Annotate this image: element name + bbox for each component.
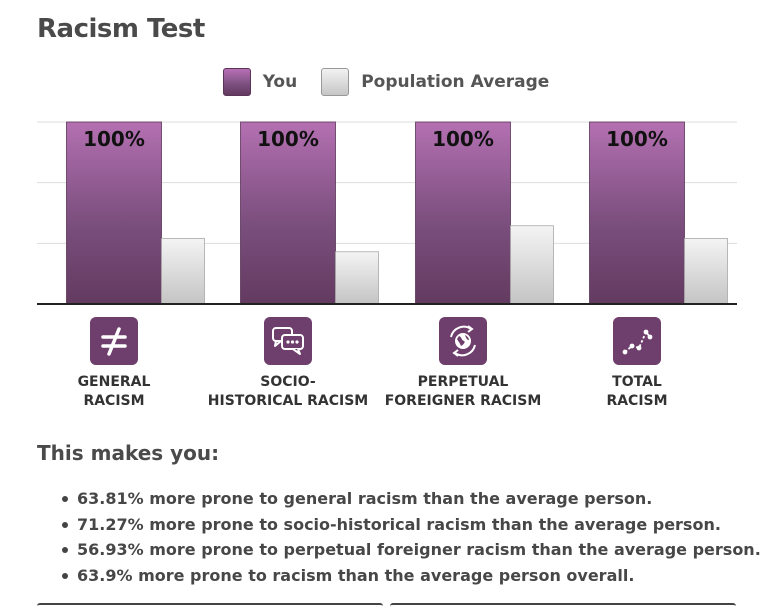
bar-value-label: 100%: [83, 127, 145, 151]
summary-item: 56.93% more prone to perpetual foreigner…: [37, 537, 761, 563]
bar-you: [589, 121, 685, 305]
category-general: GENERAL RACISM: [19, 317, 209, 411]
category-label-general: GENERAL RACISM: [77, 374, 151, 409]
bar-population-average: [161, 238, 205, 305]
bar-value-label: 100%: [606, 127, 668, 151]
bar-value-label: 100%: [432, 127, 494, 151]
share-button-left[interactable]: [37, 603, 383, 608]
chat-bubbles-icon: [264, 317, 312, 365]
summary-list: 63.81% more prone to general racism than…: [37, 486, 761, 588]
globe-icon: [439, 317, 487, 365]
category-label-total: TOTAL RACISM: [606, 374, 668, 409]
legend-swatch-average: [321, 68, 350, 96]
not-equal-icon: [90, 317, 138, 365]
bar-population-average: [335, 251, 379, 305]
summary-item: 71.27% more prone to socio-historical ra…: [37, 512, 761, 538]
bar-you: [240, 121, 336, 305]
category-labels: GENERAL RACISM SOCIO- HISTORICAL RACISM: [0, 317, 772, 417]
summary-item: 63.81% more prone to general racism than…: [37, 486, 761, 512]
legend-item-average: Population Average: [321, 68, 549, 96]
category-label-socio-historical: SOCIO- HISTORICAL RACISM: [207, 374, 369, 409]
line-chart-icon: [613, 317, 661, 365]
bar-population-average: [510, 225, 554, 305]
category-perpetual-foreigner: PERPETUAL FOREIGNER RACISM: [368, 317, 558, 411]
page-title: Racism Test: [37, 14, 205, 44]
category-label-perpetual-foreigner: PERPETUAL FOREIGNER RACISM: [384, 374, 542, 409]
category-total: TOTAL RACISM: [542, 317, 732, 411]
chart-legend: You Population Average: [0, 68, 772, 96]
summary-item: 63.9% more prone to racism than the aver…: [37, 563, 761, 589]
bar-chart: 100% 100% 100% 100%: [37, 121, 737, 305]
legend-item-you: You: [222, 68, 298, 96]
legend-swatch-you: [222, 68, 251, 96]
legend-label-you: You: [262, 72, 298, 92]
bar-you: [415, 121, 511, 305]
category-socio-historical: SOCIO- HISTORICAL RACISM: [193, 317, 383, 411]
bar-value-label: 100%: [257, 127, 319, 151]
summary-heading: This makes you:: [37, 441, 220, 465]
legend-label-average: Population Average: [361, 72, 550, 92]
bar-population-average: [684, 238, 728, 305]
bar-you: [66, 121, 162, 305]
share-button-right[interactable]: [390, 603, 736, 608]
